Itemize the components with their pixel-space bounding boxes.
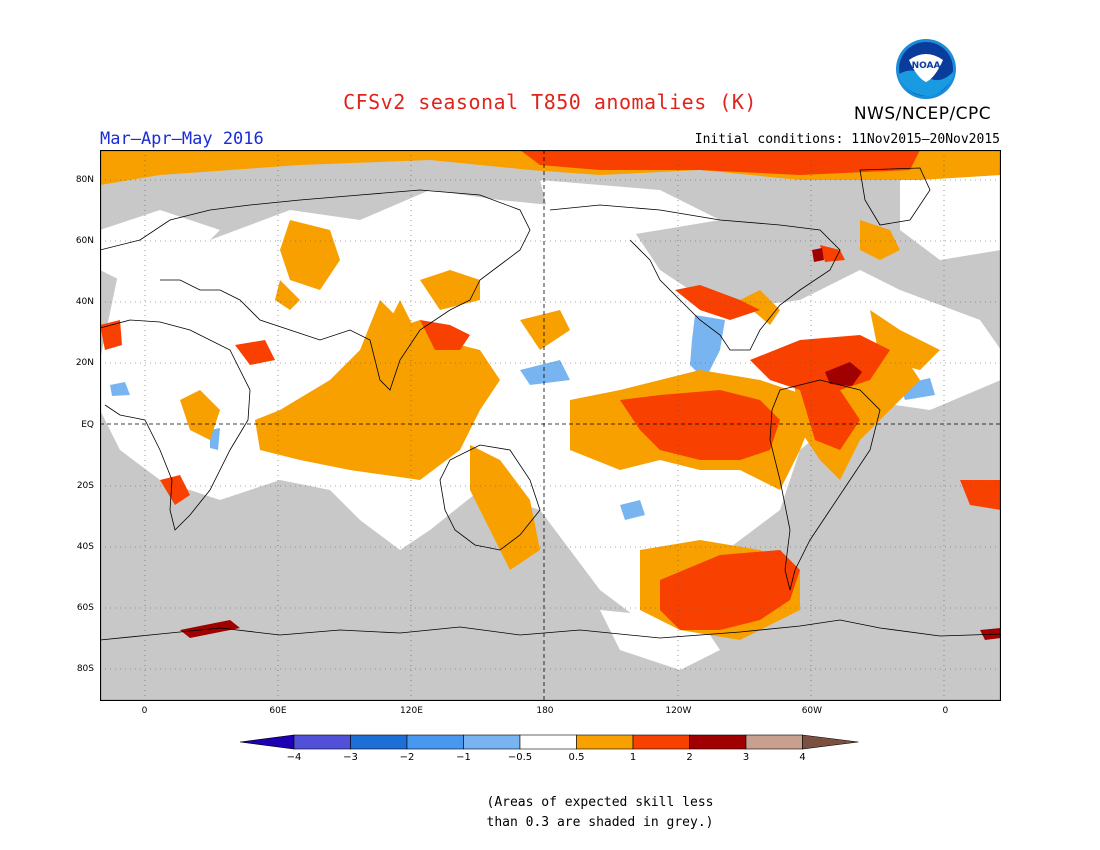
colorbar-box (632, 734, 690, 750)
footnote-line-1: (Areas of expected skill less (486, 795, 714, 810)
lat-tick-label: 20S (76, 480, 94, 491)
agency-label: NWS/NCEP/CPC (853, 104, 992, 124)
lat-tick-label: 40S (76, 541, 94, 552)
colorbar-tick-label: 3 (742, 752, 750, 763)
footnote-line-2: than 0.3 are shaded in grey.) (486, 815, 714, 830)
lat-tick-label: EQ (81, 419, 94, 430)
colorbar-tick-label: −1 (456, 752, 471, 763)
lat-tick-label: 40N (75, 297, 94, 308)
colorbar-box (519, 734, 577, 750)
logo-text: NOAA (912, 61, 941, 71)
colorbar-tick-label: −0.5 (507, 752, 533, 763)
lon-tick-label: 0 (942, 706, 949, 716)
colorbar-tick-label: 1 (629, 752, 637, 763)
colorbar (239, 734, 859, 750)
colorbar-tick-label: −2 (399, 752, 415, 763)
lon-tick-label: 120W (665, 706, 692, 716)
colorbar-box (745, 734, 803, 750)
colorbar-tick-label: −4 (286, 752, 302, 763)
season-label: Mar–Apr–May 2016 (100, 129, 264, 149)
colorbar-box (463, 734, 521, 750)
initial-conditions-label: Initial conditions: 11Nov2015–20Nov2015 (694, 132, 1000, 147)
lat-tick-label: 60S (76, 603, 94, 614)
colorbar-left-arrow (239, 734, 295, 750)
colorbar-tick-label: 2 (686, 752, 693, 763)
map-gridlines (100, 150, 1001, 701)
anomaly-map (100, 150, 1001, 701)
lat-tick-label: 60N (75, 235, 94, 246)
lon-tick-label: 0 (141, 706, 148, 716)
colorbar-box (406, 734, 464, 750)
colorbar-tick-label: 0.5 (568, 752, 585, 763)
coastlines (100, 167, 1001, 641)
red-anomaly-regions (100, 150, 1001, 630)
negative-anomaly-patches (110, 315, 935, 520)
lat-tick-label: 80S (76, 664, 94, 675)
lon-tick-label: 180 (536, 706, 554, 716)
colorbar-box (293, 734, 351, 750)
colorbar-box (689, 734, 747, 750)
colorbar-box (350, 734, 408, 750)
chart-title: CFSv2 seasonal T850 anomalies (K) (343, 90, 757, 114)
footnote: (Areas of expected skill less than 0.3 a… (450, 793, 750, 833)
map-frame (100, 150, 1001, 701)
colorbar-tick-label: 4 (799, 752, 806, 763)
lon-tick-label: 60E (269, 706, 287, 716)
noaa-logo: NOAA (896, 39, 956, 99)
colorbar-box (576, 734, 634, 750)
lat-tick-label: 80N (75, 174, 94, 185)
lat-tick-label: 20N (75, 358, 94, 369)
colorbar-tick-label: −3 (343, 752, 358, 763)
lon-tick-label: 120E (400, 706, 423, 716)
colorbar-right-arrow (802, 734, 859, 750)
lon-tick-label: 60W (801, 706, 823, 716)
